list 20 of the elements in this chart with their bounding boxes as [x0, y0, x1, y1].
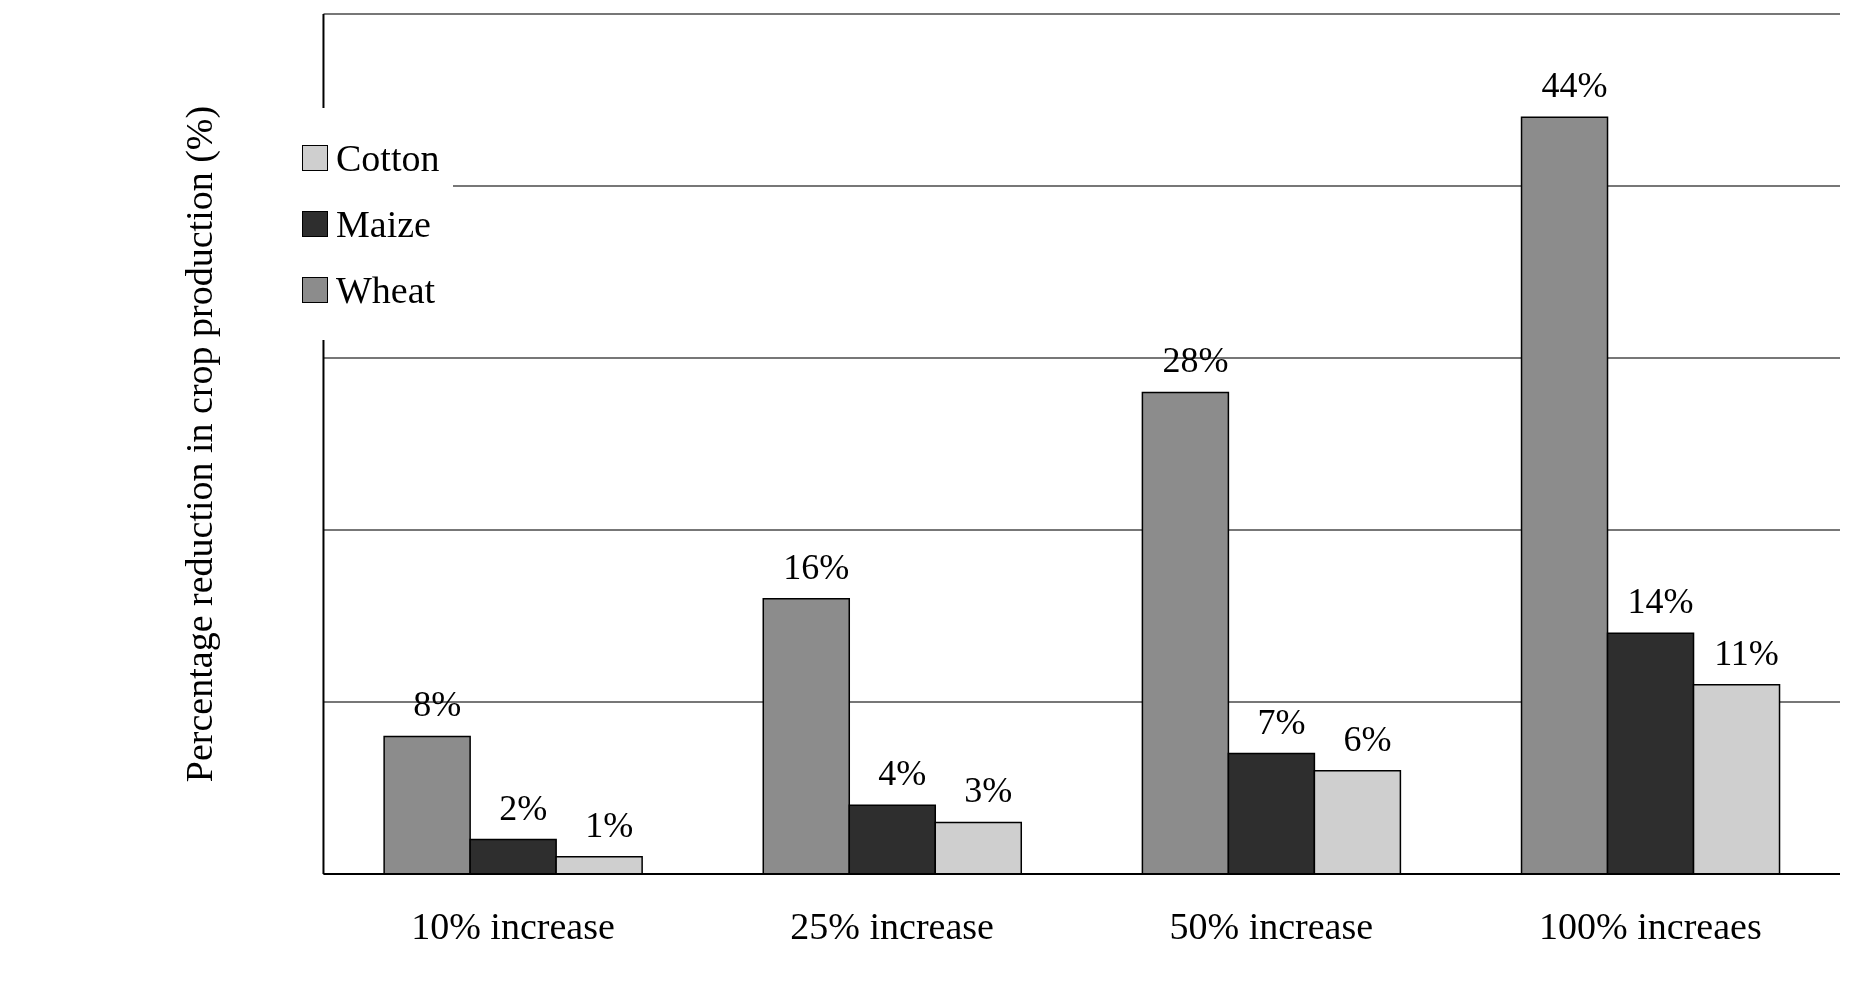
data-label: 7% — [1257, 701, 1306, 742]
x-tick-label: 10% increase — [411, 904, 615, 947]
legend-label: Cotton — [336, 136, 440, 180]
data-label: 16% — [783, 546, 850, 587]
data-label: 6% — [1343, 718, 1392, 759]
data-label: 4% — [878, 753, 927, 794]
data-label: 28% — [1162, 340, 1229, 381]
x-tick-label: 100% increaes — [1539, 904, 1762, 947]
legend-label: Maize — [336, 202, 431, 246]
data-label: 1% — [585, 804, 634, 845]
data-label: 44% — [1541, 65, 1608, 106]
data-label: 3% — [964, 770, 1013, 811]
data-label: 14% — [1627, 581, 1694, 622]
y-axis-title: Percentage reduction in crop production (%) — [177, 105, 221, 783]
data-label: 8% — [413, 684, 462, 725]
data-label: 2% — [499, 787, 548, 828]
legend-label: Wheat — [336, 268, 436, 312]
data-label: 11% — [1714, 632, 1779, 673]
x-tick-label: 25% increase — [790, 904, 994, 947]
x-tick-label: 50% increase — [1169, 904, 1374, 947]
